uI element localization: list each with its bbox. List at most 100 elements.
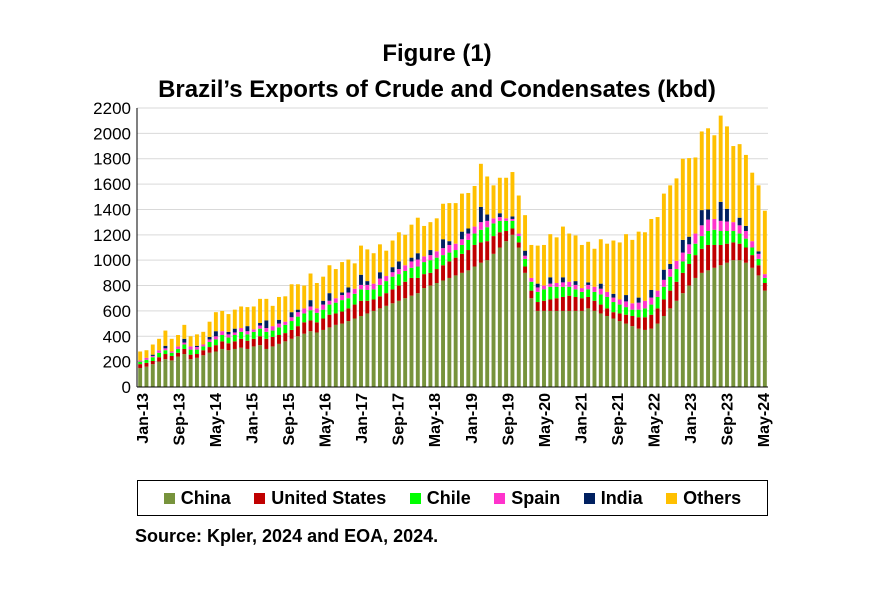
bar-segment: [491, 236, 496, 254]
bar-segment: [737, 233, 742, 244]
bar-segment: [289, 338, 294, 387]
bar-segment: [251, 338, 256, 347]
bar-segment: [270, 326, 275, 331]
bar-segment: [535, 283, 540, 288]
bar-segment: [308, 320, 313, 332]
bar-segment: [586, 296, 591, 309]
bar-segment: [150, 355, 155, 358]
bar-segment: [415, 266, 420, 278]
bar-segment: [529, 281, 534, 291]
bar-segment: [516, 233, 521, 237]
bar-segment: [756, 251, 761, 254]
bar-segment: [144, 366, 149, 387]
bar-segment: [491, 253, 496, 387]
bar-segment: [194, 357, 199, 387]
bar-segment: [510, 216, 515, 219]
bar-segment: [750, 247, 755, 256]
bar-segment: [340, 323, 345, 387]
y-tick-label: 1200: [93, 226, 131, 245]
bar-segment: [573, 289, 578, 297]
bar-segment: [649, 297, 654, 305]
bar-segment: [491, 185, 496, 219]
bar-segment: [472, 244, 477, 267]
bar-segment: [207, 347, 212, 353]
bar-segment: [504, 218, 509, 221]
bar-segment: [630, 303, 635, 310]
legend-item: India: [583, 487, 643, 509]
bar-segment: [472, 233, 477, 245]
bar-segment: [428, 285, 433, 387]
bar-segment: [762, 277, 767, 284]
bar-segment: [560, 286, 565, 297]
bar-segment: [636, 297, 641, 303]
bar-segment: [478, 206, 483, 223]
bar-segment: [377, 244, 382, 273]
bar-segment: [567, 233, 572, 282]
bar-segment: [340, 311, 345, 324]
bar-segment: [365, 300, 370, 314]
bar-segment: [188, 359, 193, 387]
bar-segment: [390, 267, 395, 273]
bar-segment: [302, 313, 307, 323]
bar-segment: [308, 300, 313, 307]
bar-segment: [321, 329, 326, 387]
bar-segment: [605, 308, 610, 316]
bar-segment: [283, 324, 288, 334]
bar-segment: [687, 263, 692, 286]
x-tick-label: Jan-19: [464, 393, 481, 444]
bar-segment: [478, 262, 483, 387]
bar-segment: [554, 286, 559, 299]
bar-segment: [321, 318, 326, 330]
bar-segment: [251, 331, 256, 339]
bar-segment: [283, 341, 288, 387]
bar-segment: [560, 277, 565, 283]
bar-segment: [302, 333, 307, 387]
bar-segment: [176, 352, 180, 357]
bar-segment: [674, 269, 679, 282]
x-tick-label: Sep-13: [172, 393, 189, 446]
bar-segment: [346, 259, 351, 288]
bar-segment: [377, 296, 382, 309]
bar-segment: [668, 269, 673, 277]
legend-label: India: [600, 487, 643, 508]
bar-segment: [415, 277, 420, 294]
bar-segment: [169, 355, 174, 361]
bar-segment: [163, 354, 168, 360]
bar-segment: [251, 346, 256, 387]
bar-segment: [554, 298, 559, 311]
bar-segment: [321, 309, 326, 319]
bar-segment: [428, 222, 433, 251]
bar-segment: [680, 272, 685, 294]
bar-segment: [163, 350, 168, 355]
x-tick-label: May-20: [537, 393, 554, 447]
bar-segment: [718, 220, 723, 232]
bar-segment: [327, 300, 332, 305]
bar-segment: [737, 225, 742, 234]
bar-segment: [687, 236, 692, 245]
x-tick-label: Jan-23: [683, 393, 700, 444]
bar-segment: [661, 279, 666, 287]
bar-segment: [390, 276, 395, 290]
bar-segment: [365, 313, 370, 387]
bar-segment: [636, 317, 641, 329]
bar-segment: [333, 269, 338, 299]
bar-segment: [441, 203, 445, 240]
bar-segment: [422, 256, 427, 263]
bar-segment: [523, 250, 528, 256]
bar-segment: [384, 250, 389, 277]
bar-segment: [485, 214, 490, 221]
bar-segment: [258, 336, 262, 346]
bar-segment: [157, 338, 162, 351]
bar-segment: [403, 298, 408, 387]
bar-segment: [554, 283, 559, 287]
bar-segment: [340, 262, 345, 293]
bar-segment: [422, 262, 427, 275]
y-tick-label: 1800: [93, 150, 131, 169]
bar-segment: [283, 296, 288, 322]
bar-segment: [743, 225, 748, 232]
bar-segment: [333, 313, 338, 325]
bar-segment: [409, 261, 414, 268]
bar-segment: [617, 304, 622, 314]
bar-segment: [258, 322, 262, 326]
bar-segment: [693, 233, 698, 244]
